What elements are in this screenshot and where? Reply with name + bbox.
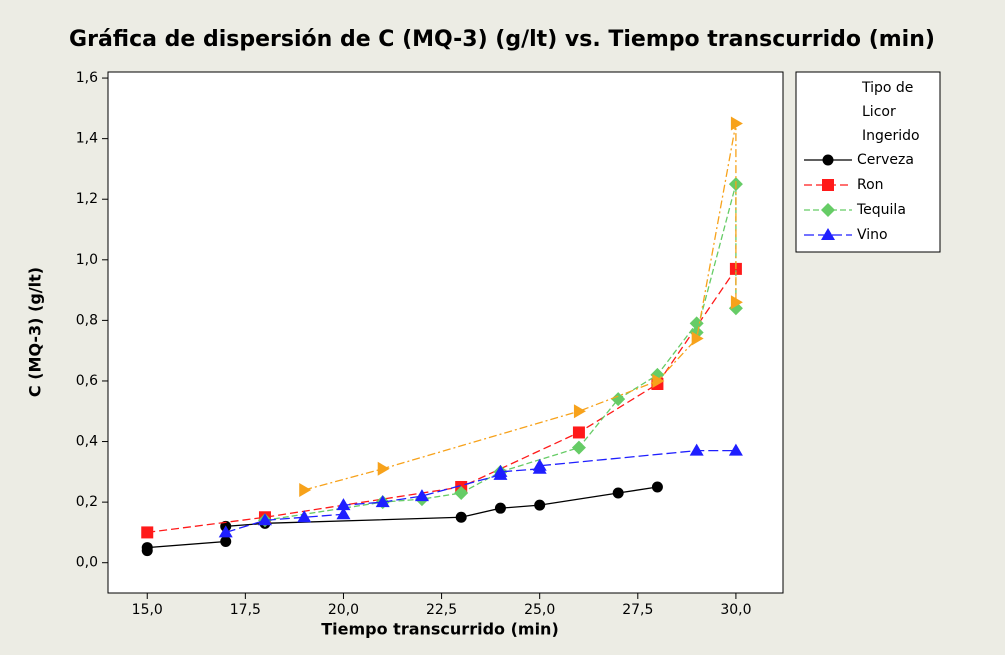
legend-marker [822, 154, 834, 166]
x-tick-label: 25,0 [524, 602, 555, 618]
chart-title: Gráfica de dispersión de C (MQ-3) (g/lt)… [69, 27, 935, 52]
legend-marker [821, 203, 835, 217]
point [494, 502, 506, 514]
point [455, 511, 467, 523]
x-tick-label: 15,0 [132, 602, 163, 618]
series-line [147, 268, 737, 534]
plot-area [107, 71, 784, 594]
legend-title: Licor [862, 104, 896, 120]
legend-label: Cerveza [857, 152, 914, 168]
point [299, 483, 312, 498]
legend-label: Tequila [856, 202, 906, 218]
point [220, 536, 232, 548]
point [689, 316, 704, 331]
point [454, 486, 469, 501]
point [612, 487, 624, 499]
point [336, 498, 351, 511]
point [218, 525, 233, 538]
point [377, 461, 390, 476]
point [728, 443, 743, 456]
point [375, 495, 390, 508]
point [651, 481, 663, 493]
x-tick-label: 30,0 [720, 602, 751, 618]
legend-title: Ingerido [862, 128, 920, 144]
point [532, 458, 547, 471]
y-tick-label: 1,2 [76, 191, 98, 207]
y-axis-label: C (MQ-3) (g/lt) [26, 267, 45, 397]
legend-marker [821, 228, 835, 240]
point [493, 464, 508, 477]
legend-label: Ron [857, 177, 884, 193]
point [141, 542, 153, 554]
x-tick-label: 22,5 [426, 602, 457, 618]
legend-box [795, 71, 941, 253]
point [336, 507, 351, 520]
point [691, 331, 704, 346]
series-line [146, 486, 658, 551]
legend-marker [822, 179, 834, 191]
x-axis-label: Tiempo transcurrido (min) [321, 620, 559, 639]
point [573, 404, 586, 419]
point [689, 443, 704, 456]
y-tick-label: 0,2 [76, 494, 98, 510]
point [730, 295, 743, 310]
x-tick-label: 17,5 [230, 602, 261, 618]
y-tick-label: 1,6 [76, 70, 98, 86]
series-line [264, 183, 737, 521]
point [297, 510, 312, 523]
point [141, 526, 154, 539]
point [571, 440, 586, 455]
point [611, 392, 626, 407]
point [534, 499, 546, 511]
point [414, 489, 429, 502]
point [652, 373, 665, 388]
y-tick-label: 0,8 [76, 312, 98, 328]
x-tick-label: 20,0 [328, 602, 359, 618]
x-tick-label: 27,5 [622, 602, 653, 618]
point [730, 116, 743, 131]
point [257, 513, 272, 526]
legend-label: Vino [857, 227, 888, 243]
y-tick-label: 0,4 [76, 434, 98, 450]
point [572, 426, 585, 439]
y-tick-label: 1,4 [76, 131, 98, 147]
legend-title: Tipo de [861, 80, 913, 96]
y-tick-label: 0,0 [76, 555, 98, 571]
y-tick-label: 1,0 [76, 252, 98, 268]
y-tick-label: 0,6 [76, 373, 98, 389]
